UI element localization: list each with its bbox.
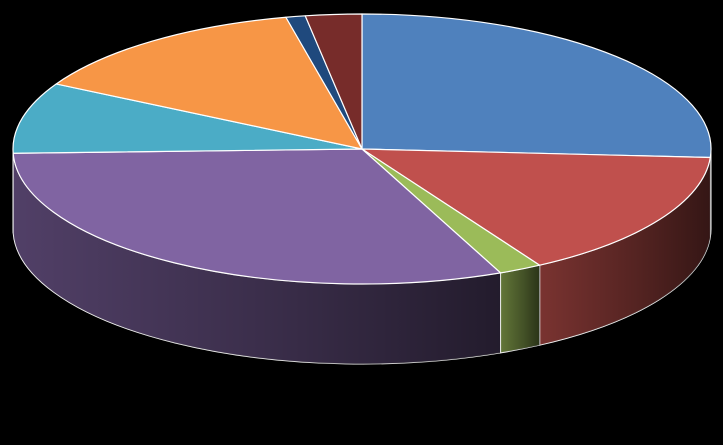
pie-slice-4	[12, 148, 502, 285]
pie-top	[12, 13, 712, 285]
pie-sides	[12, 148, 712, 365]
pie-slice-1	[361, 13, 712, 159]
pie-slice-side-shade-3	[500, 265, 540, 353]
pie-slice-side-shade-4	[13, 153, 501, 365]
pie-slice-2	[361, 148, 711, 266]
pie-slice-side-shade-2	[539, 157, 711, 346]
pie-slice-6	[55, 16, 363, 150]
pie-slice-8	[304, 13, 363, 150]
pie-slice-5	[12, 83, 363, 154]
